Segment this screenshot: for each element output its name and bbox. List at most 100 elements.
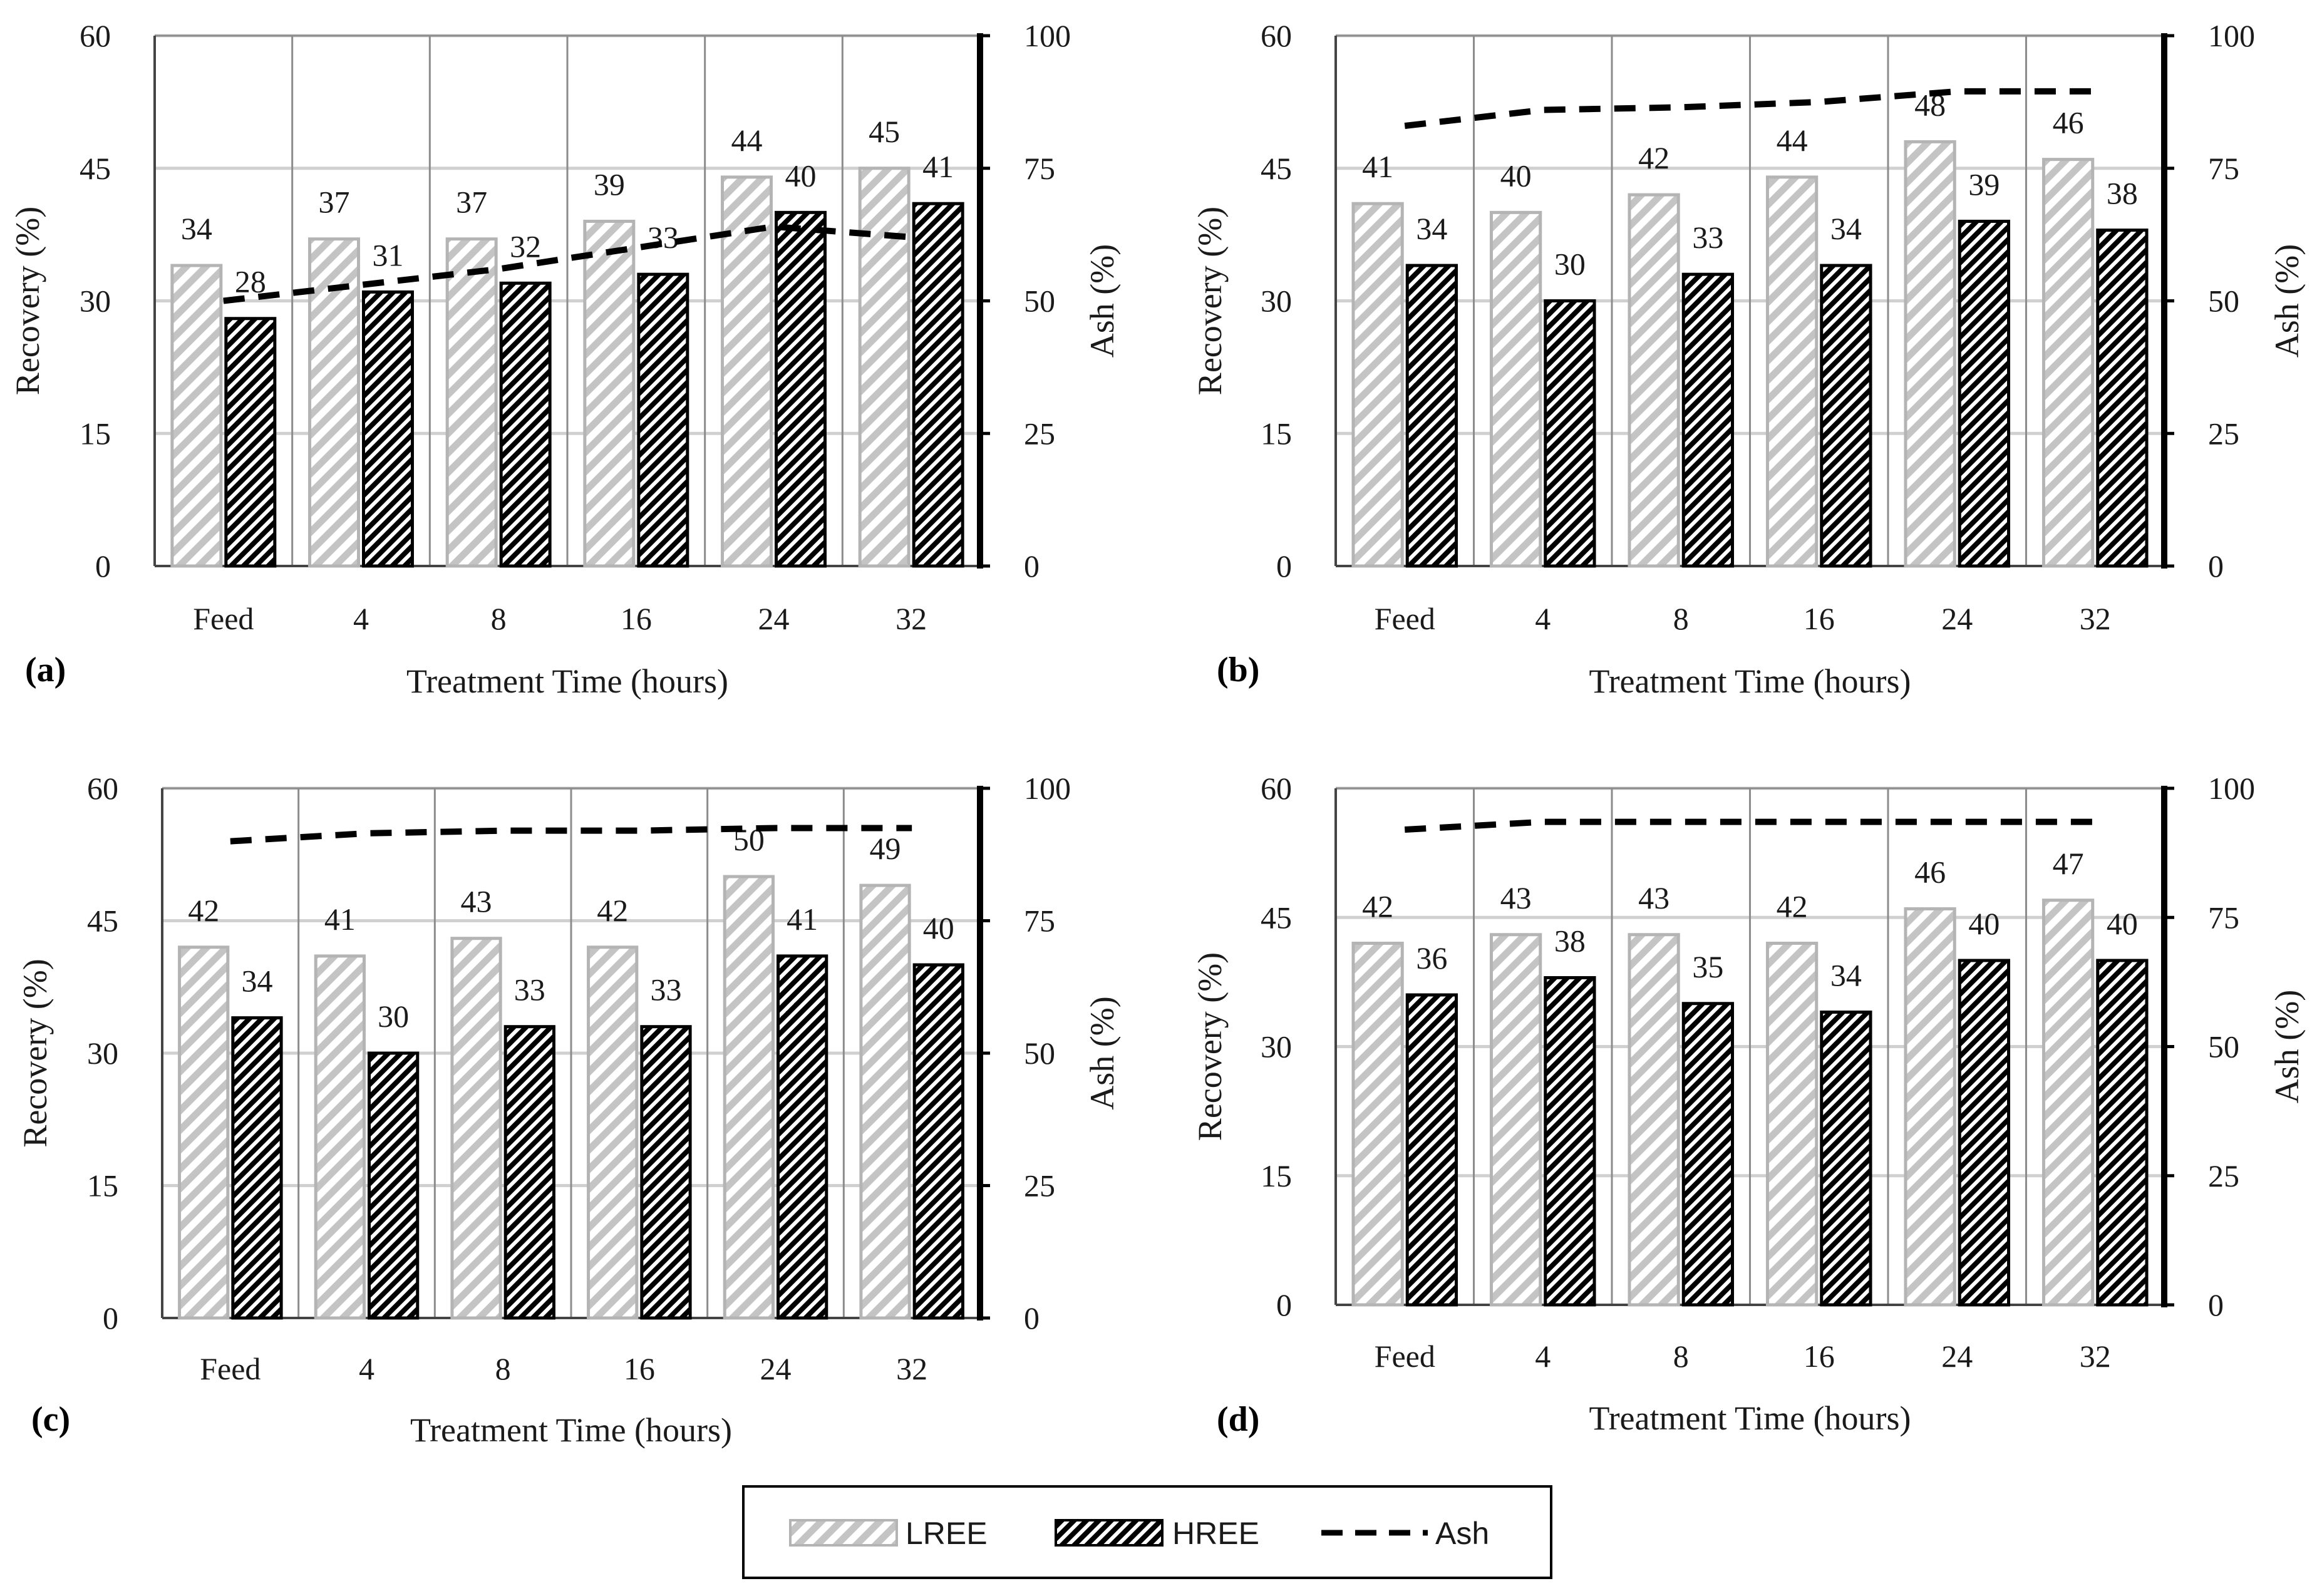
panel-a-x-tick-label: 32 <box>895 601 927 636</box>
panel-b-y2-tick-label: 75 <box>2208 151 2239 186</box>
panel-a-y2-tick-label: 100 <box>1024 18 1071 53</box>
panel-d-x-tick-label: 4 <box>1535 1339 1551 1374</box>
panel-c-bar-hree <box>777 954 828 1320</box>
panel-a-y-tick-label: 45 <box>80 151 111 186</box>
panel-a-bar-hree <box>912 202 964 568</box>
panel-b-x-tick-label: 24 <box>1941 601 1973 636</box>
panel-b-bar-lree <box>2041 158 2095 568</box>
panel-d-bar-hree <box>1681 1002 1735 1307</box>
panel-a-x-axis-title: Treatment Time (hours) <box>406 662 728 700</box>
panel-d-bar-lree <box>2041 898 2095 1307</box>
panel-a-bar-lree <box>308 237 361 568</box>
panel-a-y2-axis-title: Ash (%) <box>1083 244 1121 358</box>
panel-a-data-label-lree: 34 <box>181 211 212 246</box>
panel-a-bar-hree <box>224 317 277 568</box>
panel-c-data-label-hree: 41 <box>787 902 818 937</box>
panel-b-bar-hree <box>1681 272 1735 568</box>
panel-c-data-label-hree: 40 <box>923 910 954 945</box>
panel-a-bar-lree <box>583 219 636 568</box>
panel-b-bar-lree <box>1489 210 1542 568</box>
panel-c-x-axis-title: Treatment Time (hours) <box>410 1411 732 1449</box>
panel-d-y-tick-label: 30 <box>1261 1029 1292 1064</box>
panel-a-bar-hree <box>362 290 414 568</box>
panel-a-y-tick-label: 30 <box>80 284 111 319</box>
panel-a-ash-line <box>223 223 912 304</box>
panel-c-bar-lree <box>314 954 366 1320</box>
panel-a-data-label-lree: 39 <box>594 167 625 202</box>
panel-d-y2-tick-label: 25 <box>2208 1158 2239 1193</box>
panel-d-data-label-lree: 47 <box>2053 846 2084 881</box>
panel-d-bar-lree <box>1904 907 1956 1307</box>
panel-b-ash-line <box>1404 88 2095 129</box>
panel-d-y2-axis-title: Ash (%) <box>2268 990 2306 1103</box>
panel-c-bar-lree <box>859 883 911 1320</box>
panel-a-data-label-hree: 31 <box>372 237 403 272</box>
panel-c-x-tick-label: Feed <box>200 1351 261 1386</box>
legend-label-ash: Ash <box>1435 1516 1489 1551</box>
panel-b-bar-lree <box>1351 202 1404 568</box>
panel-b-x-tick-label: 8 <box>1673 601 1689 636</box>
panel-c-data-label-lree: 41 <box>324 902 356 937</box>
panel-b-data-label-hree: 33 <box>1692 220 1723 255</box>
panel-d-ash-line <box>1404 818 2095 833</box>
panel-c-y-tick-label: 60 <box>87 771 118 806</box>
panel-b-bar-hree <box>1820 264 1872 568</box>
panel-c-panel-label: (c) <box>31 1400 70 1439</box>
panel-b-bar-hree <box>1405 264 1458 568</box>
panel-b-bar-hree <box>1544 299 1596 568</box>
panel-d-y-axis-title: Recovery (%) <box>1191 952 1229 1141</box>
panel-b-x-tick-label: 16 <box>1804 601 1835 636</box>
panel-a-y-axis-title: Recovery (%) <box>9 207 46 395</box>
panel-c-y-tick-label: 45 <box>87 904 118 939</box>
panel-b-data-label-lree: 46 <box>2053 105 2084 140</box>
panel-c-data-label-lree: 43 <box>461 884 492 919</box>
panel-d-panel-label: (d) <box>1217 1400 1259 1439</box>
panel-d-y-tick-label: 0 <box>1276 1287 1292 1322</box>
panel-a-bar-lree <box>721 175 773 568</box>
panel-c-bar-lree <box>723 875 775 1320</box>
panel-d-x-axis-title: Treatment Time (hours) <box>1589 1399 1911 1437</box>
panel-c-y-tick-label: 0 <box>103 1300 118 1336</box>
panel-c-x-tick-label: 4 <box>359 1351 374 1386</box>
legend-label-hree: HREE <box>1172 1516 1259 1551</box>
panel-a-y2-tick-label: 0 <box>1024 548 1040 584</box>
panel-b-y2-axis-title: Ash (%) <box>2268 244 2306 358</box>
panel-c-y2-tick-label: 50 <box>1024 1036 1055 1071</box>
panel-c-data-label-hree: 30 <box>378 999 409 1034</box>
panel-d-bar-hree <box>1544 976 1596 1307</box>
panel-a-bar-lree <box>170 264 223 568</box>
panel-b-y-tick-label: 45 <box>1261 151 1292 186</box>
panel-a-bar-hree <box>637 272 689 568</box>
panel-a-bar-lree <box>445 237 498 568</box>
panel-d-bar-lree <box>1765 942 1819 1307</box>
panel-a-y-tick-label: 60 <box>80 18 111 53</box>
panel-b-data-label-hree: 34 <box>1830 211 1862 246</box>
panel-c-bar-lree <box>450 937 502 1320</box>
panel-a-bar-hree <box>775 210 827 568</box>
panel-c-data-label-lree: 42 <box>188 893 219 928</box>
panel-d-x-tick-label: Feed <box>1375 1339 1435 1374</box>
panel-b-data-label-lree: 42 <box>1638 140 1669 175</box>
panel-d-data-label-lree: 42 <box>1777 889 1808 924</box>
panel-a-x-tick-label: 24 <box>758 601 790 636</box>
panel-b-y2-tick-label: 100 <box>2208 18 2255 53</box>
panel-a-y2-tick-label: 75 <box>1024 151 1055 186</box>
legend-swatch-lree <box>789 1519 898 1547</box>
panel-d-data-label-hree: 36 <box>1416 940 1447 976</box>
panel-d-data-label-hree: 38 <box>1554 924 1586 959</box>
panel-b-y-tick-label: 30 <box>1261 284 1292 319</box>
panel-a-data-label-lree: 44 <box>731 123 763 158</box>
panel-b-x-tick-label: 4 <box>1535 601 1551 636</box>
panel-a-x-tick-label: Feed <box>193 601 254 636</box>
panel-b-x-tick-label: Feed <box>1375 601 1435 636</box>
panel-b-bar-hree <box>2096 229 2149 568</box>
panel-c-y-tick-label: 30 <box>87 1036 118 1071</box>
panel-c-x-tick-label: 24 <box>760 1351 792 1386</box>
panel-d-x-tick-label: 24 <box>1941 1339 1973 1374</box>
panel-c-y-tick-label: 15 <box>87 1168 118 1203</box>
panel-d-bar-lree <box>1628 933 1680 1307</box>
panel-c-data-label-lree: 49 <box>870 831 901 866</box>
panel-c-bar-hree <box>368 1051 420 1320</box>
panel-a-x-tick-label: 16 <box>621 601 652 636</box>
panel-d-data-label-lree: 43 <box>1500 880 1532 915</box>
